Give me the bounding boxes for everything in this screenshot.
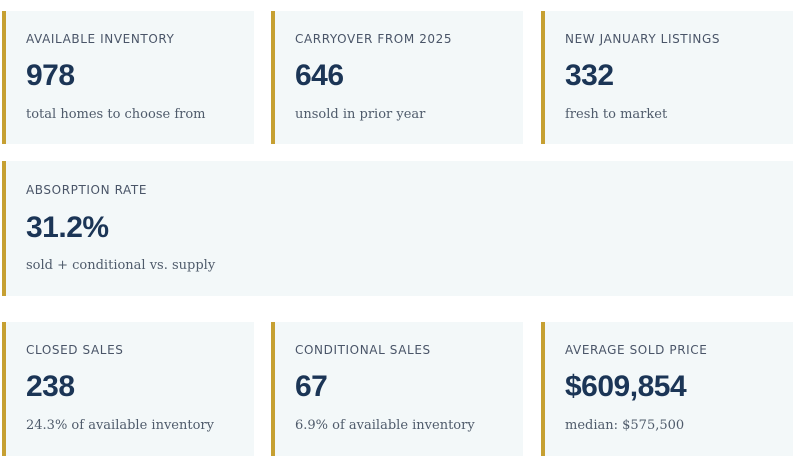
stat-card-average-sold-price: AVERAGE SOLD PRICE $609,854 median: $575… (541, 322, 793, 456)
stat-description: unsold in prior year (295, 107, 426, 122)
stat-description: median: $575,500 (565, 418, 685, 433)
stat-value: 646 (295, 59, 344, 92)
stat-label: ABSORPTION RATE (26, 183, 148, 197)
stat-label: AVAILABLE INVENTORY (26, 32, 175, 46)
stat-description: sold + conditional vs. supply (26, 258, 216, 273)
stat-label: AVERAGE SOLD PRICE (565, 343, 708, 357)
stat-card-available-inventory: AVAILABLE INVENTORY 978 total homes to c… (2, 11, 254, 144)
stat-description: fresh to market (565, 107, 668, 122)
stat-description: 6.9% of available inventory (295, 418, 475, 433)
stat-value: 238 (26, 370, 75, 403)
stat-card-closed-sales: CLOSED SALES 238 24.3% of available inve… (2, 322, 254, 456)
stat-description: 24.3% of available inventory (26, 418, 214, 433)
stat-label: CLOSED SALES (26, 343, 124, 357)
stat-description: total homes to choose from (26, 107, 206, 122)
stat-card-conditional-sales: CONDITIONAL SALES 67 6.9% of available i… (271, 322, 523, 456)
stat-label: CARRYOVER FROM 2025 (295, 32, 453, 46)
stat-card-new-listings: NEW JANUARY LISTINGS 332 fresh to market (541, 11, 793, 144)
stat-value: 978 (26, 59, 75, 92)
stat-card-absorption-rate: ABSORPTION RATE 31.2% sold + conditional… (2, 161, 793, 296)
stat-label: CONDITIONAL SALES (295, 343, 431, 357)
stat-value: 31.2% (26, 211, 109, 244)
stat-label: NEW JANUARY LISTINGS (565, 32, 721, 46)
stat-value: $609,854 (565, 370, 687, 403)
stat-value: 332 (565, 59, 614, 92)
stat-card-carryover: CARRYOVER FROM 2025 646 unsold in prior … (271, 11, 523, 144)
stat-value: 67 (295, 370, 328, 403)
